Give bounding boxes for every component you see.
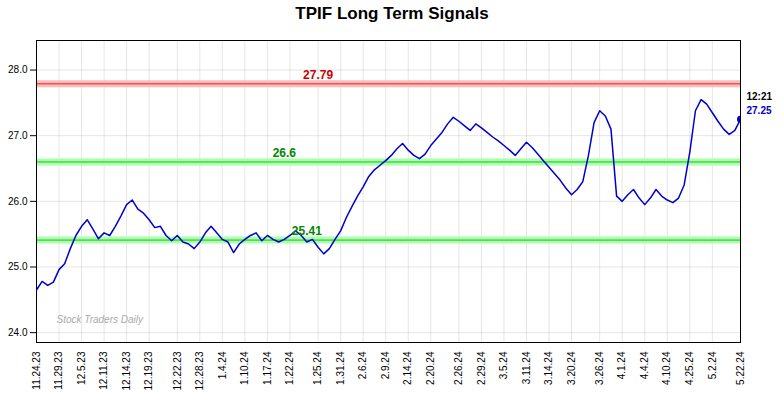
svg-text:12.5.23: 12.5.23 — [76, 351, 87, 385]
svg-text:1.17.24: 1.17.24 — [262, 351, 273, 385]
svg-text:2.26.24: 2.26.24 — [453, 351, 464, 385]
svg-text:27.25: 27.25 — [747, 105, 772, 116]
svg-text:12:21: 12:21 — [747, 91, 773, 102]
html-text:TPIF Long Term Signals: TPIF Long Term Signals — [295, 4, 489, 23]
svg-text:3.5.24: 3.5.24 — [498, 351, 509, 379]
svg-text:27.0: 27.0 — [8, 130, 28, 141]
svg-text:12.19.23: 12.19.23 — [143, 351, 154, 390]
svg-text:25.0: 25.0 — [8, 261, 28, 272]
svg-text:2.29.24: 2.29.24 — [476, 351, 487, 385]
svg-text:12.14.23: 12.14.23 — [121, 351, 132, 390]
svg-text:2.14.24: 2.14.24 — [402, 351, 413, 385]
svg-text:1.31.24: 1.31.24 — [335, 351, 346, 385]
svg-text:28.0: 28.0 — [8, 64, 28, 75]
svg-text:26.0: 26.0 — [8, 196, 28, 207]
svg-text:12.11.23: 12.11.23 — [98, 351, 109, 390]
svg-text:3.14.24: 3.14.24 — [543, 351, 554, 385]
svg-text:2.6.24: 2.6.24 — [357, 351, 368, 379]
svg-text:1.4.24: 1.4.24 — [217, 351, 228, 379]
svg-text:5.2.24: 5.2.24 — [707, 351, 718, 379]
svg-text:2.20.24: 2.20.24 — [425, 351, 436, 385]
svg-text:24.0: 24.0 — [8, 327, 28, 338]
svg-text:3.20.24: 3.20.24 — [566, 351, 577, 385]
svg-text:11.24.23: 11.24.23 — [31, 351, 42, 390]
svg-text:1.25.24: 1.25.24 — [312, 351, 323, 385]
svg-text:11.29.23: 11.29.23 — [53, 351, 64, 390]
svg-text:1.22.24: 1.22.24 — [284, 351, 295, 385]
svg-text:25.41: 25.41 — [292, 224, 322, 238]
svg-text:4.25.24: 4.25.24 — [684, 351, 695, 385]
svg-text:2.9.24: 2.9.24 — [380, 351, 391, 379]
svg-text:4.4.24: 4.4.24 — [639, 351, 650, 379]
svg-text:3.11.24: 3.11.24 — [521, 351, 532, 384]
svg-text:5.22.24: 5.22.24 — [735, 351, 746, 385]
svg-text:27.79: 27.79 — [303, 68, 333, 82]
svg-text:3.26.24: 3.26.24 — [594, 351, 605, 385]
svg-text:12.22.23: 12.22.23 — [172, 351, 183, 390]
svg-text:4.10.24: 4.10.24 — [661, 351, 672, 385]
svg-text:4.1.24: 4.1.24 — [616, 351, 627, 379]
svg-text:Stock Traders Daily: Stock Traders Daily — [57, 314, 145, 325]
svg-text:12.28.23: 12.28.23 — [194, 351, 205, 390]
svg-text:26.6: 26.6 — [273, 146, 297, 160]
svg-text:1.10.24: 1.10.24 — [239, 351, 250, 385]
